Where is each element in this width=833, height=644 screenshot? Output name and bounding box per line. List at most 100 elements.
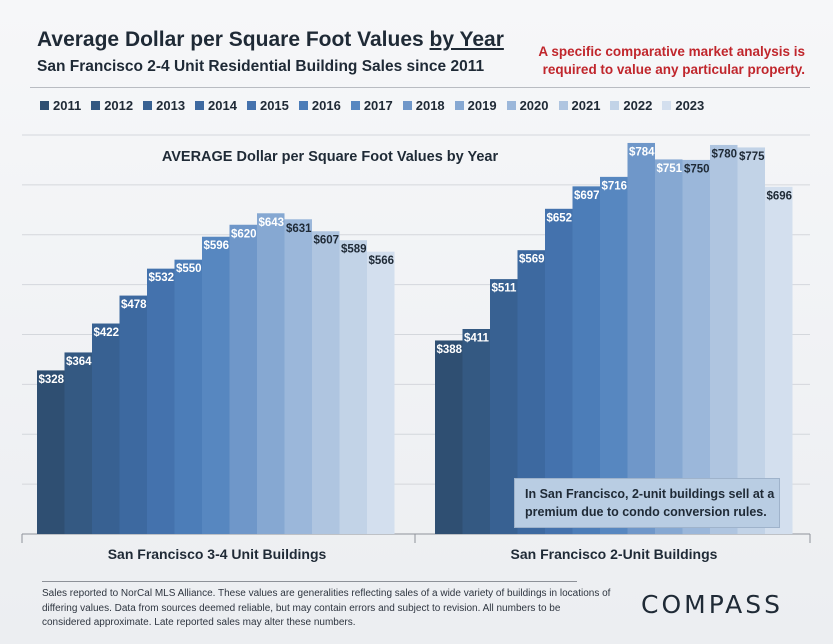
legend-item-2023: 2023: [662, 98, 704, 113]
data-label: $532: [149, 272, 175, 284]
bar-2020: [682, 159, 710, 535]
bar-2017: [600, 176, 628, 534]
data-label: $751: [657, 163, 683, 175]
legend-label: 2020: [519, 98, 549, 113]
legend-swatch: [454, 101, 464, 110]
bar-2016: [572, 186, 600, 534]
bar-2015: [147, 268, 175, 534]
data-label: $750: [684, 163, 710, 175]
data-label: $775: [739, 151, 765, 163]
legend-item-2018: 2018: [402, 98, 445, 113]
legend-label: 2023: [675, 98, 705, 113]
legend-item-2012: 2012: [91, 98, 133, 113]
data-label: $696: [767, 190, 793, 202]
legend-item-2016: 2016: [298, 98, 341, 113]
legend-swatch: [40, 101, 49, 110]
footer-divider: [42, 581, 577, 582]
data-label: $328: [39, 374, 65, 386]
compass-logo: COMPASS: [641, 590, 784, 619]
bar-2012: [64, 352, 92, 534]
legend-swatch: [558, 101, 568, 110]
data-label: $388: [437, 344, 463, 356]
legend-label: 2012: [104, 98, 134, 113]
bar-2019: [655, 159, 683, 535]
page-subtitle: San Francisco 2-4 Unit Residential Build…: [37, 58, 485, 75]
legend-label: 2011: [53, 98, 82, 113]
bar-2018: [229, 224, 257, 534]
annotation-note: In San Francisco, 2-unit buildings sell …: [514, 478, 780, 528]
data-label: $631: [286, 223, 312, 235]
bar-2016: [174, 259, 202, 534]
bar-2011: [435, 340, 463, 534]
legend-item-2021: 2021: [558, 98, 601, 113]
footer-text: Sales reported to NorCal MLS Alliance. T…: [42, 588, 611, 628]
legend-swatch: [91, 101, 101, 110]
legend-swatch: [298, 101, 308, 110]
data-label: $364: [66, 356, 92, 368]
legend-swatch: [143, 101, 153, 110]
legend-item-2013: 2013: [143, 98, 185, 113]
legend-label: 2022: [623, 98, 653, 113]
legend-label: 2013: [156, 98, 186, 113]
title-underlined: by Year: [429, 28, 504, 51]
legend-item-2011: 2011: [40, 98, 81, 113]
data-label: $607: [314, 235, 340, 247]
legend-label: 2017: [363, 98, 393, 113]
legend-label: 2016: [311, 98, 341, 113]
legend-label: 2021: [571, 98, 601, 113]
bar-2021: [312, 231, 340, 535]
chart-title: AVERAGE Dollar per Square Foot Values by…: [162, 149, 499, 165]
data-label: $569: [519, 254, 545, 266]
title-main: Average Dollar per Square Foot Values: [37, 28, 430, 51]
data-label: $643: [259, 217, 285, 229]
page-title: Average Dollar per Square Foot Values by…: [37, 28, 504, 52]
bar-2019: [257, 213, 285, 534]
data-label: $566: [369, 255, 395, 267]
legend-swatch: [350, 101, 360, 110]
bar-2023: [367, 251, 395, 534]
data-label: $511: [492, 283, 518, 295]
bar-2013: [490, 279, 518, 534]
category-label: San Francisco 3-4 Unit Buildings: [108, 546, 327, 562]
legend-swatch: [402, 101, 412, 110]
data-label: $784: [629, 146, 655, 158]
bar-2014: [119, 295, 147, 534]
chart-legend: 2011 2012 2013 2014 2015 2016 2017 2018 2019 2020…: [40, 98, 714, 113]
legend-item-2020: 2020: [506, 98, 549, 113]
data-label: $550: [176, 263, 202, 275]
bar-2017: [202, 236, 230, 535]
data-label: $478: [121, 299, 147, 311]
data-label: $422: [94, 327, 120, 339]
legend-swatch: [662, 101, 672, 110]
data-label: $620: [231, 228, 257, 240]
data-label: $596: [204, 240, 230, 252]
legend-item-2015: 2015: [246, 98, 289, 113]
legend-label: 2018: [415, 98, 445, 113]
bar-2021: [710, 144, 738, 534]
legend-item-2014: 2014: [195, 98, 237, 113]
bar-2012: [462, 329, 490, 534]
legend-label: 2015: [259, 98, 289, 113]
bar-2013: [92, 323, 120, 534]
bar-2018: [627, 142, 655, 534]
legend-swatch: [195, 101, 205, 110]
bar-2023: [765, 186, 793, 534]
legend-swatch: [246, 101, 256, 110]
data-label: $780: [712, 148, 738, 160]
bar-2022: [339, 240, 367, 534]
data-label: $589: [341, 244, 367, 256]
legend-item-2017: 2017: [350, 98, 393, 113]
header-divider: [30, 87, 810, 88]
bar-2020: [284, 219, 312, 534]
data-label: $697: [574, 190, 600, 202]
bar-2011: [37, 370, 65, 534]
disclaimer-text: A specific comparative market analysis i…: [538, 44, 805, 77]
legend-label: 2014: [208, 98, 237, 113]
legend-swatch: [610, 101, 620, 110]
legend-label: 2019: [467, 98, 497, 113]
bar-2022: [737, 147, 765, 534]
legend-item-2019: 2019: [454, 98, 497, 113]
legend-item-2022: 2022: [610, 98, 652, 113]
category-label: San Francisco 2-Unit Buildings: [511, 546, 718, 562]
